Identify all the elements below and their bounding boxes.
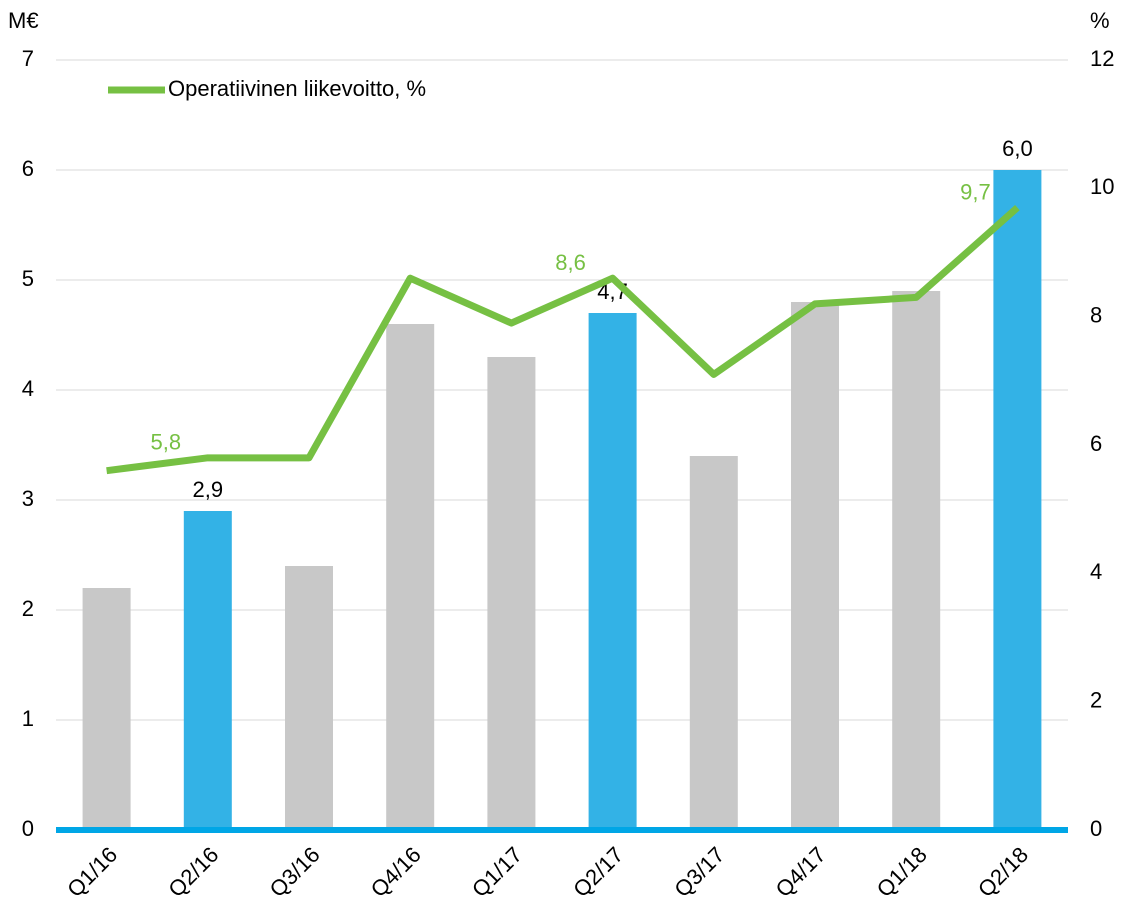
x-tick-label: Q3/16 xyxy=(265,842,325,902)
x-tick-label: Q4/17 xyxy=(771,842,831,902)
y-axis-label: M€ xyxy=(8,8,39,33)
bar-value-label: 6,0 xyxy=(1002,136,1033,161)
line-value-label: 9,7 xyxy=(960,179,991,204)
bar xyxy=(993,170,1042,830)
y-tick-label: 2 xyxy=(22,596,34,621)
x-tick-label: Q2/18 xyxy=(973,842,1033,902)
bar-value-label: 2,9 xyxy=(193,477,224,502)
y-tick-label: 3 xyxy=(22,486,34,511)
y2-tick-label: 10 xyxy=(1090,174,1114,199)
bar xyxy=(487,357,536,830)
bar xyxy=(386,324,435,830)
y2-tick-label: 8 xyxy=(1090,302,1102,327)
y-tick-label: 0 xyxy=(22,816,34,841)
y-tick-label: 5 xyxy=(22,266,34,291)
x-tick-label: Q1/17 xyxy=(467,842,527,902)
x-tick-label: Q4/16 xyxy=(366,842,426,902)
line-value-label: 8,6 xyxy=(555,250,586,275)
bar xyxy=(183,511,232,830)
line-value-label: 5,8 xyxy=(151,430,182,455)
bar xyxy=(285,566,333,830)
y2-axis-label: % xyxy=(1090,8,1110,33)
legend-label: Operatiivinen liikevoitto, % xyxy=(168,76,426,101)
y-tick-label: 4 xyxy=(22,376,34,401)
line xyxy=(106,204,1020,475)
bar xyxy=(892,291,941,830)
y2-tick-label: 4 xyxy=(1090,559,1102,584)
bar xyxy=(689,456,738,830)
bar xyxy=(791,302,839,830)
x-tick-label: Q1/16 xyxy=(62,842,122,902)
y2-tick-label: 2 xyxy=(1090,687,1102,712)
y-tick-label: 6 xyxy=(22,156,34,181)
x-tick-label: Q3/17 xyxy=(669,842,729,902)
y-tick-label: 7 xyxy=(22,46,34,71)
y-tick-label: 1 xyxy=(22,706,34,731)
x-tick-label: Q2/16 xyxy=(163,842,223,902)
bar xyxy=(588,313,637,830)
bar xyxy=(82,588,131,830)
y2-tick-label: 0 xyxy=(1090,816,1102,841)
y2-tick-label: 12 xyxy=(1090,46,1114,71)
x-tick-label: Q1/18 xyxy=(872,842,932,902)
y2-tick-label: 6 xyxy=(1090,431,1102,456)
x-tick-label: Q2/17 xyxy=(568,842,628,902)
